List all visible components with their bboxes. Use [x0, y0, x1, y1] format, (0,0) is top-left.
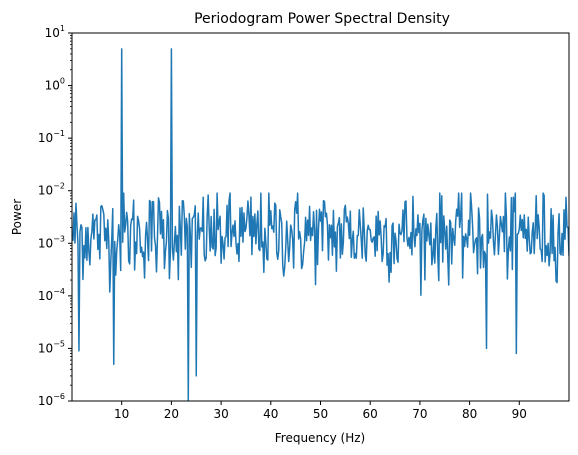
y-tick-label: 101 — [45, 24, 65, 40]
x-tick-label: 70 — [412, 407, 427, 421]
x-tick-label: 50 — [313, 407, 328, 421]
chart-title: Periodogram Power Spectral Density — [194, 11, 450, 27]
y-tick-label: 10−2 — [38, 182, 65, 198]
x-tick-label: 80 — [462, 407, 477, 421]
x-tick-label: 20 — [164, 407, 179, 421]
y-axis-ticks: 10−6 10−5 10−4 10−3 10−2 10−1 100 101 — [38, 24, 72, 408]
x-tick-label: 30 — [213, 407, 228, 421]
y-tick-label: 10−6 — [38, 392, 65, 408]
x-axis-ticks: 10 20 30 40 50 60 70 80 90 — [114, 401, 527, 421]
plot-area — [72, 48, 569, 401]
x-tick-label: 60 — [363, 407, 378, 421]
y-axis-label: Power — [10, 199, 24, 235]
x-tick-label: 10 — [114, 407, 129, 421]
y-tick-label: 100 — [45, 77, 65, 93]
x-axis-label: Frequency (Hz) — [275, 431, 366, 445]
plot-frame — [71, 32, 570, 402]
x-tick-label: 90 — [512, 407, 527, 421]
y-tick-label: 10−3 — [38, 234, 65, 250]
y-tick-label: 10−4 — [38, 287, 65, 303]
psd-series-line — [72, 48, 569, 401]
y-tick-label: 10−1 — [38, 129, 65, 145]
x-tick-label: 40 — [263, 407, 278, 421]
y-tick-label: 10−5 — [38, 339, 65, 355]
